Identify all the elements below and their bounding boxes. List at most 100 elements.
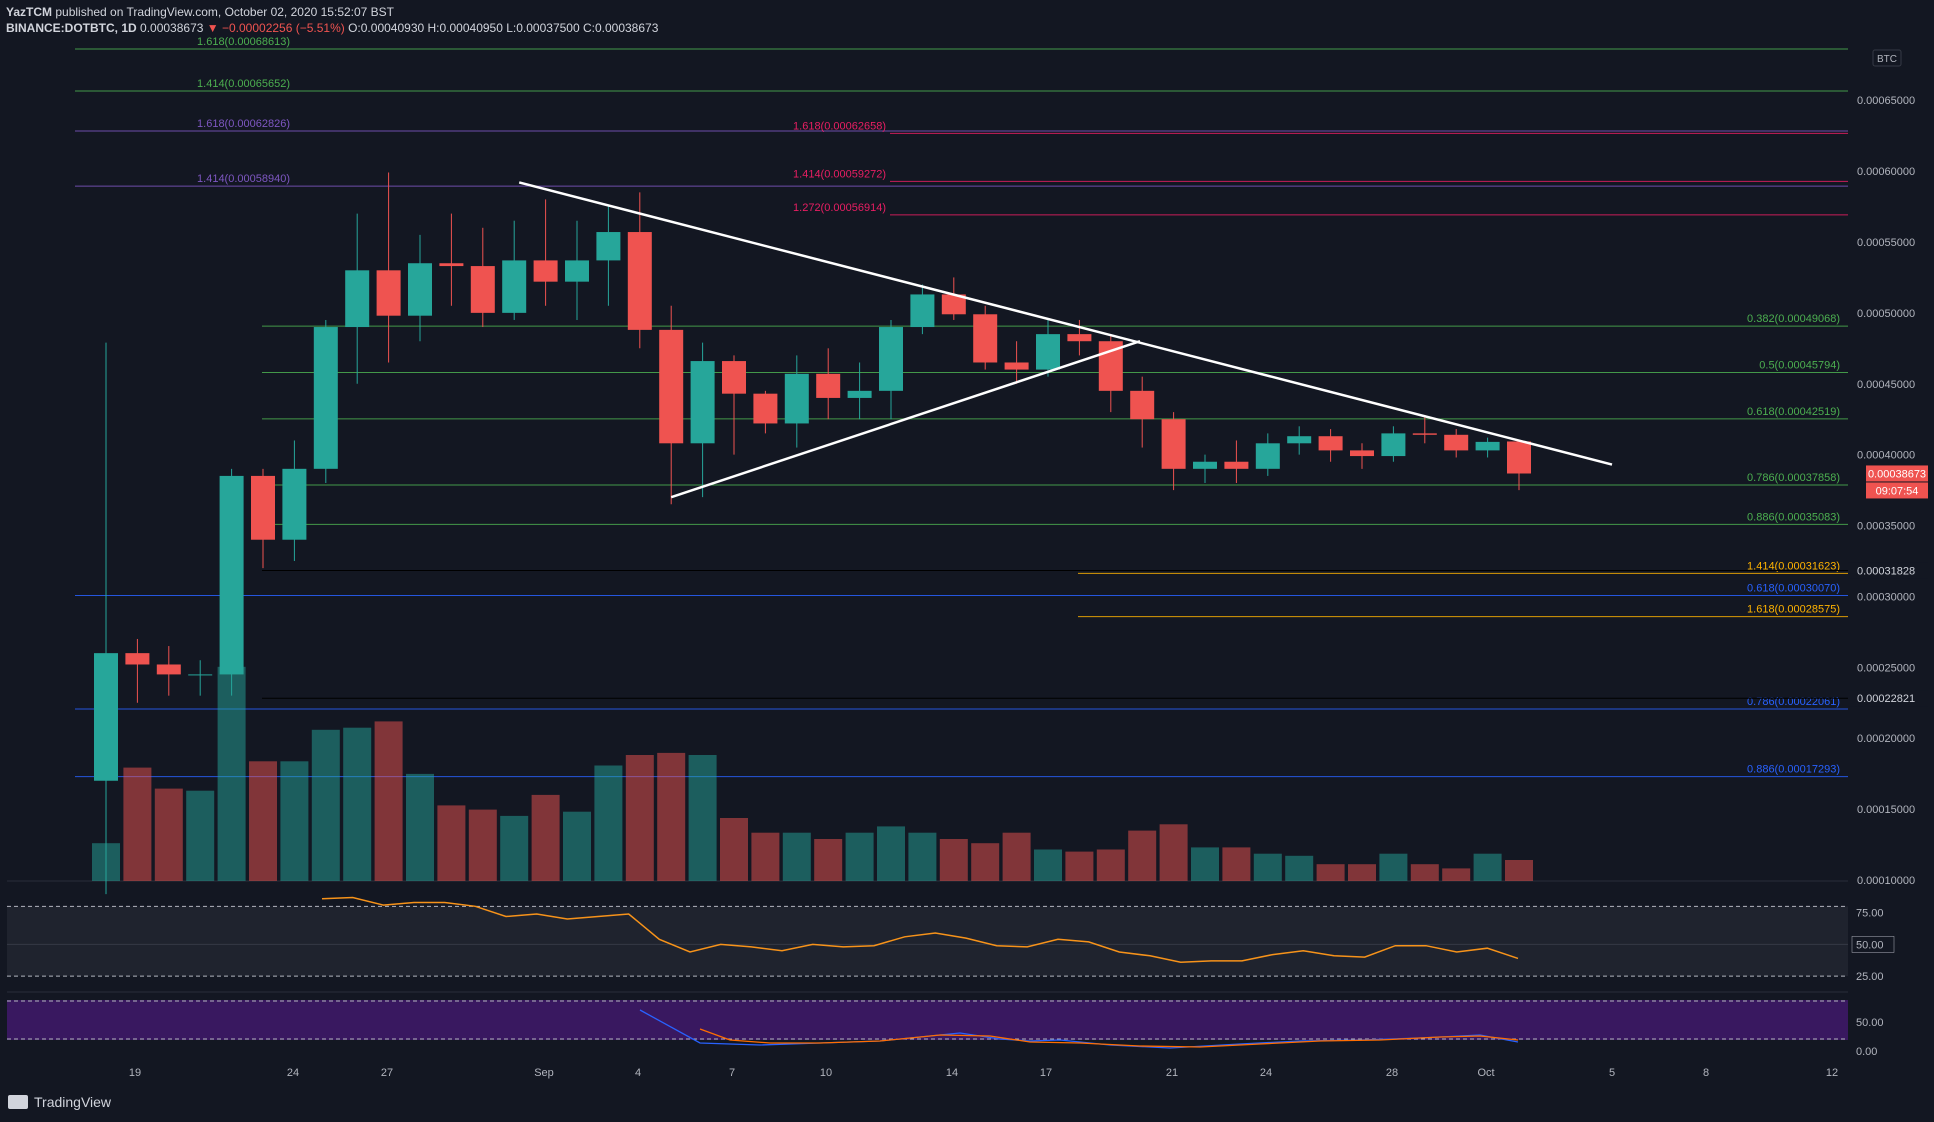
candle-body: [439, 263, 464, 267]
candle-body: [1475, 441, 1500, 451]
candle-body: [376, 270, 401, 316]
candle-body: [1067, 334, 1092, 342]
fib-level-label: 0.618(0.00030070): [1747, 582, 1840, 594]
symbol-name[interactable]: BINANCE:DOTBTC, 1D: [6, 21, 137, 35]
y-tick-label: 0.00010000: [1857, 875, 1915, 887]
candle-body: [313, 327, 338, 469]
candle-body: [282, 468, 307, 540]
volume-bar: [468, 809, 497, 881]
volume-bar: [971, 843, 1000, 881]
candle-body: [816, 373, 841, 398]
stoch-band: [7, 1000, 1848, 1040]
x-tick-label: 5: [1609, 1067, 1615, 1079]
y-tick-label: 0.00055000: [1857, 237, 1915, 249]
volume-bar: [1096, 849, 1125, 881]
volume-bar: [437, 805, 466, 881]
currency-label: BTC: [1877, 54, 1897, 65]
stoch-tick-label: 50.00: [1856, 1017, 1884, 1029]
last-price-badge: [1866, 465, 1928, 482]
y-tick-label: 0.00015000: [1857, 804, 1915, 816]
volume-bar: [1285, 855, 1314, 881]
y-tick-label: 0.00040000: [1857, 450, 1915, 462]
candle-body: [219, 475, 244, 675]
volume-bar: [1473, 853, 1502, 881]
candle-body: [784, 373, 809, 424]
candle-body: [627, 232, 652, 330]
stoch-d-line: [699, 1028, 1519, 1048]
candle-body: [1350, 450, 1374, 457]
volume-bar: [311, 729, 340, 881]
candle-body: [533, 260, 558, 282]
candle-body: [156, 664, 181, 675]
x-tick-label: 28: [1386, 1067, 1398, 1079]
candle-body: [1036, 334, 1060, 370]
marker-label-bg: [1848, 690, 1928, 707]
volume-bar: [1348, 864, 1376, 881]
volume-bar: [1379, 853, 1408, 881]
rsi-tick-label: 25.00: [1856, 971, 1884, 983]
x-tick-label: 17: [1040, 1067, 1052, 1079]
volume-bar: [814, 839, 843, 881]
y-tick-label: 0.00050000: [1857, 308, 1915, 320]
tradingview-logo-icon: [8, 1095, 28, 1109]
candle-body: [1287, 436, 1312, 444]
volume-bar: [908, 832, 937, 881]
x-tick-label: 7: [729, 1067, 735, 1079]
candle-body: [1255, 443, 1280, 469]
symbol-line: BINANCE:DOTBTC, 1D 0.00038673 ▼ −0.00002…: [6, 20, 658, 36]
x-tick-label: 14: [946, 1067, 958, 1079]
fib-level-label: 0.886(0.00017293): [1747, 764, 1840, 776]
countdown-label: 09:07:54: [1876, 485, 1919, 497]
chart-header: YazTCM published on TradingView.com, Oct…: [6, 4, 658, 36]
y-tick-label: 0.00060000: [1857, 166, 1915, 178]
volume-bar: [280, 761, 309, 881]
candle-body: [1412, 433, 1437, 435]
fib-level-label: 1.618(0.00062826): [197, 118, 290, 130]
y-tick-label: 0.00025000: [1857, 662, 1915, 674]
price-change: ▼ −0.00002256 (−5.51%): [206, 21, 345, 35]
volume-bar: [249, 761, 277, 881]
x-tick-label: Oct: [1477, 1067, 1494, 1079]
volume-bar: [939, 839, 968, 881]
volume-bar: [531, 794, 560, 881]
x-tick-label: 27: [381, 1067, 393, 1079]
fib-level-label: 1.414(0.00065652): [197, 78, 290, 90]
fib-level-label: 0.786(0.00037858): [1747, 472, 1840, 484]
candle-body: [1318, 436, 1343, 451]
rsi-mid-badge: [1851, 936, 1895, 953]
candle-body: [1004, 362, 1029, 370]
countdown-badge: [1866, 482, 1928, 499]
candle-body: [1193, 461, 1217, 469]
candle-body: [345, 270, 370, 328]
volume-bar: [751, 832, 780, 881]
volume-bar: [877, 826, 905, 881]
volume-bar: [374, 721, 403, 881]
marker-label: 0.00031828: [1857, 566, 1915, 578]
candle-body: [690, 361, 715, 444]
rsi-band: [7, 906, 1848, 977]
volume-bar: [123, 767, 152, 881]
candle-body: [596, 232, 621, 261]
volume-bar: [1034, 849, 1062, 881]
candle-body: [941, 294, 966, 315]
candle-body: [125, 653, 150, 665]
volume-bar: [500, 815, 529, 881]
fib-level-label: 0.786(0.00022061): [1747, 696, 1840, 708]
candle-body: [565, 260, 589, 282]
volume-bar: [1191, 847, 1219, 881]
volume-bar: [1253, 853, 1282, 881]
candle-body: [1381, 433, 1406, 457]
author-name[interactable]: YazTCM: [6, 5, 53, 19]
marker-label: 0.00022821: [1857, 693, 1915, 705]
volume-bar: [657, 752, 686, 881]
fib-level-label: 1.414(0.00031623): [1747, 560, 1840, 572]
candle-body: [188, 674, 213, 676]
fib-level-label: 1.618(0.00062658): [793, 120, 886, 132]
tradingview-logo[interactable]: TradingView: [8, 1094, 111, 1110]
stoch-tick-label: 0.00: [1856, 1046, 1877, 1058]
volume-bar: [343, 727, 372, 881]
candle-body: [1224, 461, 1249, 469]
volume-bar: [1316, 864, 1345, 881]
volume-bar: [563, 811, 591, 881]
